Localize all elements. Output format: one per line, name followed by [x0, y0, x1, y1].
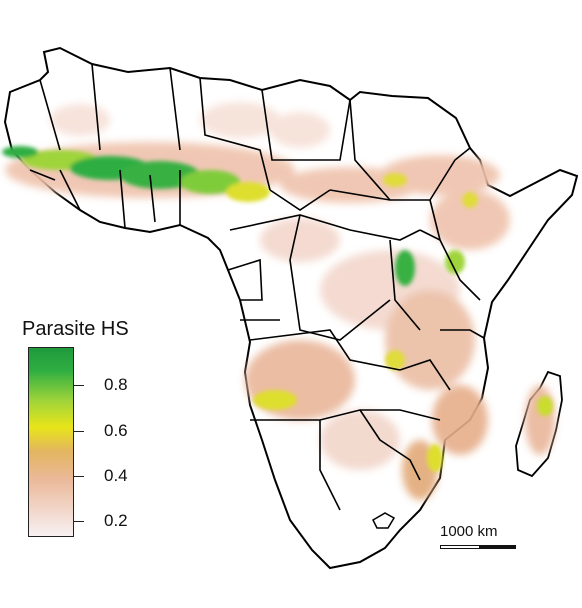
- scale-bar-label: 1000 km: [440, 523, 498, 540]
- legend-title: Parasite HS: [22, 318, 129, 340]
- suitability-layer: [5, 102, 555, 500]
- legend-tick-mark: [74, 475, 84, 477]
- legend-tick-label: 0.8: [104, 375, 128, 395]
- legend-tick-label: 0.6: [104, 420, 128, 440]
- legend-colorbar: [28, 347, 74, 537]
- legend-tick-mark: [74, 430, 84, 432]
- legend-tick-label: 0.2: [104, 511, 128, 531]
- country-borders: [29, 63, 485, 511]
- scale-bar-fill: [479, 546, 515, 548]
- legend-tick-label: 0.4: [104, 465, 128, 485]
- scale-bar: [440, 545, 516, 549]
- legend-tick-mark: [74, 385, 84, 387]
- legend-tick-mark: [74, 521, 84, 523]
- lesotho-outline: [372, 512, 396, 529]
